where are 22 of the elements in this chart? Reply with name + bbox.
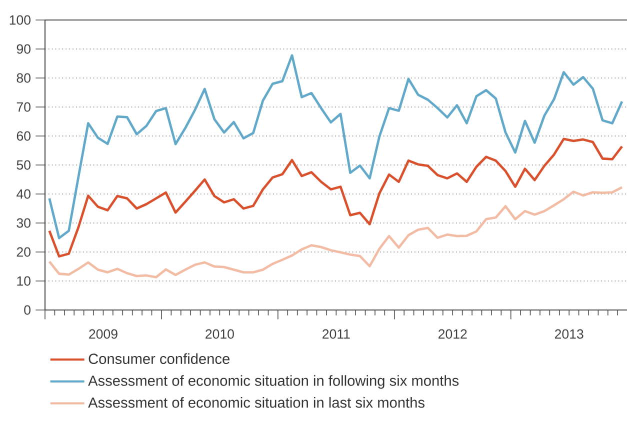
legend-label: Assessment of economic situation in last six months [88, 397, 424, 408]
x-tick-label: 2011 [322, 329, 350, 339]
x-tick-label: 2013 [554, 329, 584, 339]
x-tick-label: 2009 [89, 329, 118, 339]
y-tick-label: 0 [24, 305, 30, 315]
line-series [48, 54, 624, 240]
y-tick-label: 60 [16, 131, 30, 141]
legend-label: Assessment of economic situation in following six months [88, 375, 459, 389]
y-tick-label: 40 [16, 189, 30, 199]
line-series [48, 138, 624, 258]
y-tick-label: 80 [16, 73, 30, 83]
x-tick-label: 2012 [438, 329, 467, 339]
y-tick-label: 20 [16, 247, 30, 257]
y-tick-label: 70 [16, 102, 30, 112]
x-tick-label: 2010 [206, 329, 234, 339]
y-tick-label: 90 [16, 44, 30, 54]
y-tick-label: 30 [16, 218, 30, 228]
line-series [48, 186, 624, 278]
y-tick-label: 10 [17, 276, 30, 286]
y-tick-label: 50 [16, 160, 30, 170]
legend-label: Consumer confidence [88, 353, 230, 364]
y-tick-label: 100 [10, 15, 30, 25]
